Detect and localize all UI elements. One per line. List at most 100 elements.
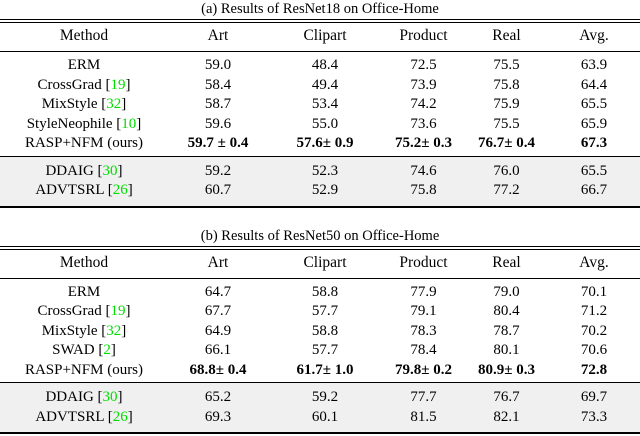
- table-b-header-row: Method Art Clipart Product Real Avg.: [0, 247, 640, 278]
- table-row-erm: ERM 59.0 48.4 72.5 75.5 63.9: [0, 52, 640, 76]
- citation-bracket-open: [: [97, 96, 107, 112]
- method-cell: ERM: [0, 278, 168, 302]
- citation-bracket-open: [: [103, 182, 113, 198]
- method-cell: RASP+NFM (ours): [0, 361, 168, 383]
- value-cell-clipart: 49.4: [311, 76, 339, 93]
- value-cell-clipart: 53.4: [311, 96, 339, 112]
- value-cell-art: 69.3: [204, 408, 232, 425]
- citation-bracket-close: ]: [110, 342, 116, 358]
- value-cell-art: 68.8± 0.4: [189, 361, 247, 378]
- citation-bracket-open: [: [112, 115, 122, 132]
- citation-link[interactable]: 26: [112, 408, 128, 425]
- value-cell-product: 77.9: [410, 283, 437, 300]
- value-cell-product: 75.2± 0.3: [395, 135, 452, 151]
- value-cell-real: 80.1: [493, 342, 520, 358]
- column-header-product: Product: [399, 253, 448, 271]
- value-cell-product: 73.6: [410, 115, 437, 132]
- value-cell-art: 66.1: [204, 342, 232, 358]
- column-header-method: Method: [59, 27, 109, 44]
- value-cell-avg: 66.7: [580, 182, 608, 198]
- table-row-rasp-nfm-ours: RASP+NFM (ours) 59.7 ± 0.4 57.6± 0.9 75.2± …: [0, 134, 640, 156]
- value-cell-product: 75.8: [410, 182, 437, 198]
- value-cell-avg: 70.6: [580, 342, 608, 358]
- table-b-main-rows: ERM 64.7 58.8 77.9 79.0 70.1 CrossGrad [19] 67.…: [0, 278, 640, 383]
- column-header-method: Method: [59, 253, 109, 271]
- value-cell-art: 60.7: [204, 182, 232, 198]
- value-cell-clipart: 55.0: [311, 115, 339, 132]
- value-cell-avg: 64.4: [580, 76, 608, 93]
- table-a-header-row: Method Art Clipart Product Real Avg.: [0, 21, 640, 52]
- citation-link[interactable]: 19: [110, 76, 126, 93]
- value-cell-art: 58.4: [204, 76, 232, 93]
- column-header-avg: Avg.: [579, 253, 609, 271]
- table-a-resnet18-office-home: Method Art Clipart Product Real Avg. ERM 59.0 4…: [0, 19, 640, 208]
- value-cell-product: 77.7: [410, 389, 437, 405]
- table-row-mixstyle: MixStyle [32] 58.7 53.4 74.2 75.9 65.5: [0, 95, 640, 115]
- column-header-avg: Avg.: [579, 27, 609, 44]
- value-cell-real: 75.5: [493, 57, 520, 73]
- value-cell-real: 80.4: [493, 303, 520, 319]
- table-b-comparison-rows-shaded: DDAIG [30] 65.2 59.2 77.7 76.7 69.7 ADVTSRL [2…: [0, 382, 640, 433]
- method-cell: CrossGrad [19]: [0, 302, 168, 322]
- citation-bracket-close: ]: [127, 408, 133, 425]
- method-label: SWAD: [52, 342, 95, 358]
- table-a-header: Method Art Clipart Product Real Avg.: [0, 21, 640, 52]
- table-row-ddaig: DDAIG [30] 65.2 59.2 77.7 76.7 69.7: [0, 383, 640, 408]
- citation-link[interactable]: 10: [121, 115, 137, 132]
- citation-link[interactable]: 30: [102, 389, 118, 405]
- citation-link[interactable]: 19: [110, 303, 126, 319]
- value-cell-avg: 71.2: [580, 303, 608, 319]
- citation-link[interactable]: 30: [102, 162, 118, 179]
- citation-link[interactable]: 32: [106, 96, 122, 112]
- citation-link[interactable]: 32: [106, 322, 122, 339]
- value-cell-product: 73.9: [410, 76, 437, 93]
- value-cell-clipart: 61.7± 1.0: [296, 361, 354, 378]
- value-cell-art: 64.9: [204, 322, 232, 339]
- citation-bracket-close: ]: [121, 322, 127, 339]
- value-cell-product: 72.5: [410, 57, 437, 73]
- citation-bracket-close: ]: [121, 96, 127, 112]
- table-row-crossgrad: CrossGrad [19] 67.7 57.7 79.1 80.4 71.2: [0, 302, 640, 322]
- value-cell-real: 80.9± 0.3: [478, 361, 535, 378]
- value-cell-avg: 70.1: [580, 283, 608, 300]
- value-cell-clipart: 57.7: [311, 342, 339, 358]
- citation-bracket-open: [: [93, 389, 103, 405]
- citation-bracket-close: ]: [117, 389, 123, 405]
- method-label: MixStyle: [41, 322, 98, 339]
- value-cell-avg: 69.7: [580, 389, 608, 405]
- value-cell-avg: 65.5: [580, 162, 608, 179]
- citation-bracket-close: ]: [117, 162, 123, 179]
- table-row-swad: SWAD [2] 66.1 57.7 78.4 80.1 70.6: [0, 341, 640, 361]
- column-header-clipart: Clipart: [303, 27, 347, 44]
- table-row-erm: ERM 64.7 58.8 77.9 79.0 70.1: [0, 278, 640, 302]
- value-cell-clipart: 58.8: [311, 322, 339, 339]
- column-header-clipart: Clipart: [303, 253, 347, 271]
- table-a-comparison-rows-shaded: DDAIG [30] 59.2 52.3 74.6 76.0 65.5 ADVTSRL [2…: [0, 156, 640, 207]
- value-cell-product: 79.8± 0.2: [395, 361, 452, 378]
- citation-bracket-open: [: [93, 162, 103, 179]
- citation-link[interactable]: 26: [112, 182, 128, 198]
- method-label: CrossGrad: [37, 303, 102, 319]
- method-cell: StyleNeophile [10]: [0, 115, 168, 135]
- method-label: DDAIG: [45, 389, 94, 405]
- value-cell-avg: 73.3: [580, 408, 608, 425]
- citation-bracket-open: [: [97, 322, 107, 339]
- table-a-main-rows: ERM 59.0 48.4 72.5 75.5 63.9 CrossGrad [19] 58.…: [0, 52, 640, 156]
- method-label: StyleNeophile: [26, 115, 113, 132]
- method-label: ADVTSRL: [35, 408, 104, 425]
- citation-link[interactable]: 2: [103, 342, 111, 358]
- value-cell-art: 64.7: [204, 283, 232, 300]
- column-header-real: Real: [492, 253, 521, 271]
- method-cell: ERM: [0, 52, 168, 76]
- table-b-header: Method Art Clipart Product Real Avg.: [0, 247, 640, 278]
- table-row-mixstyle: MixStyle [32] 64.9 58.8 78.3 78.7 70.2: [0, 322, 640, 342]
- value-cell-real: 76.0: [493, 162, 520, 179]
- column-header-product: Product: [399, 27, 448, 44]
- results-table-b-panel: (b) Results of ResNet50 on Office-Home M…: [0, 228, 640, 435]
- column-header-real: Real: [492, 27, 521, 44]
- value-cell-art: 59.2: [204, 162, 232, 179]
- method-cell: DDAIG [30]: [0, 383, 168, 408]
- method-label: RASP+NFM (ours): [24, 361, 144, 378]
- method-cell: DDAIG [30]: [0, 156, 168, 181]
- method-cell: RASP+NFM (ours): [0, 134, 168, 156]
